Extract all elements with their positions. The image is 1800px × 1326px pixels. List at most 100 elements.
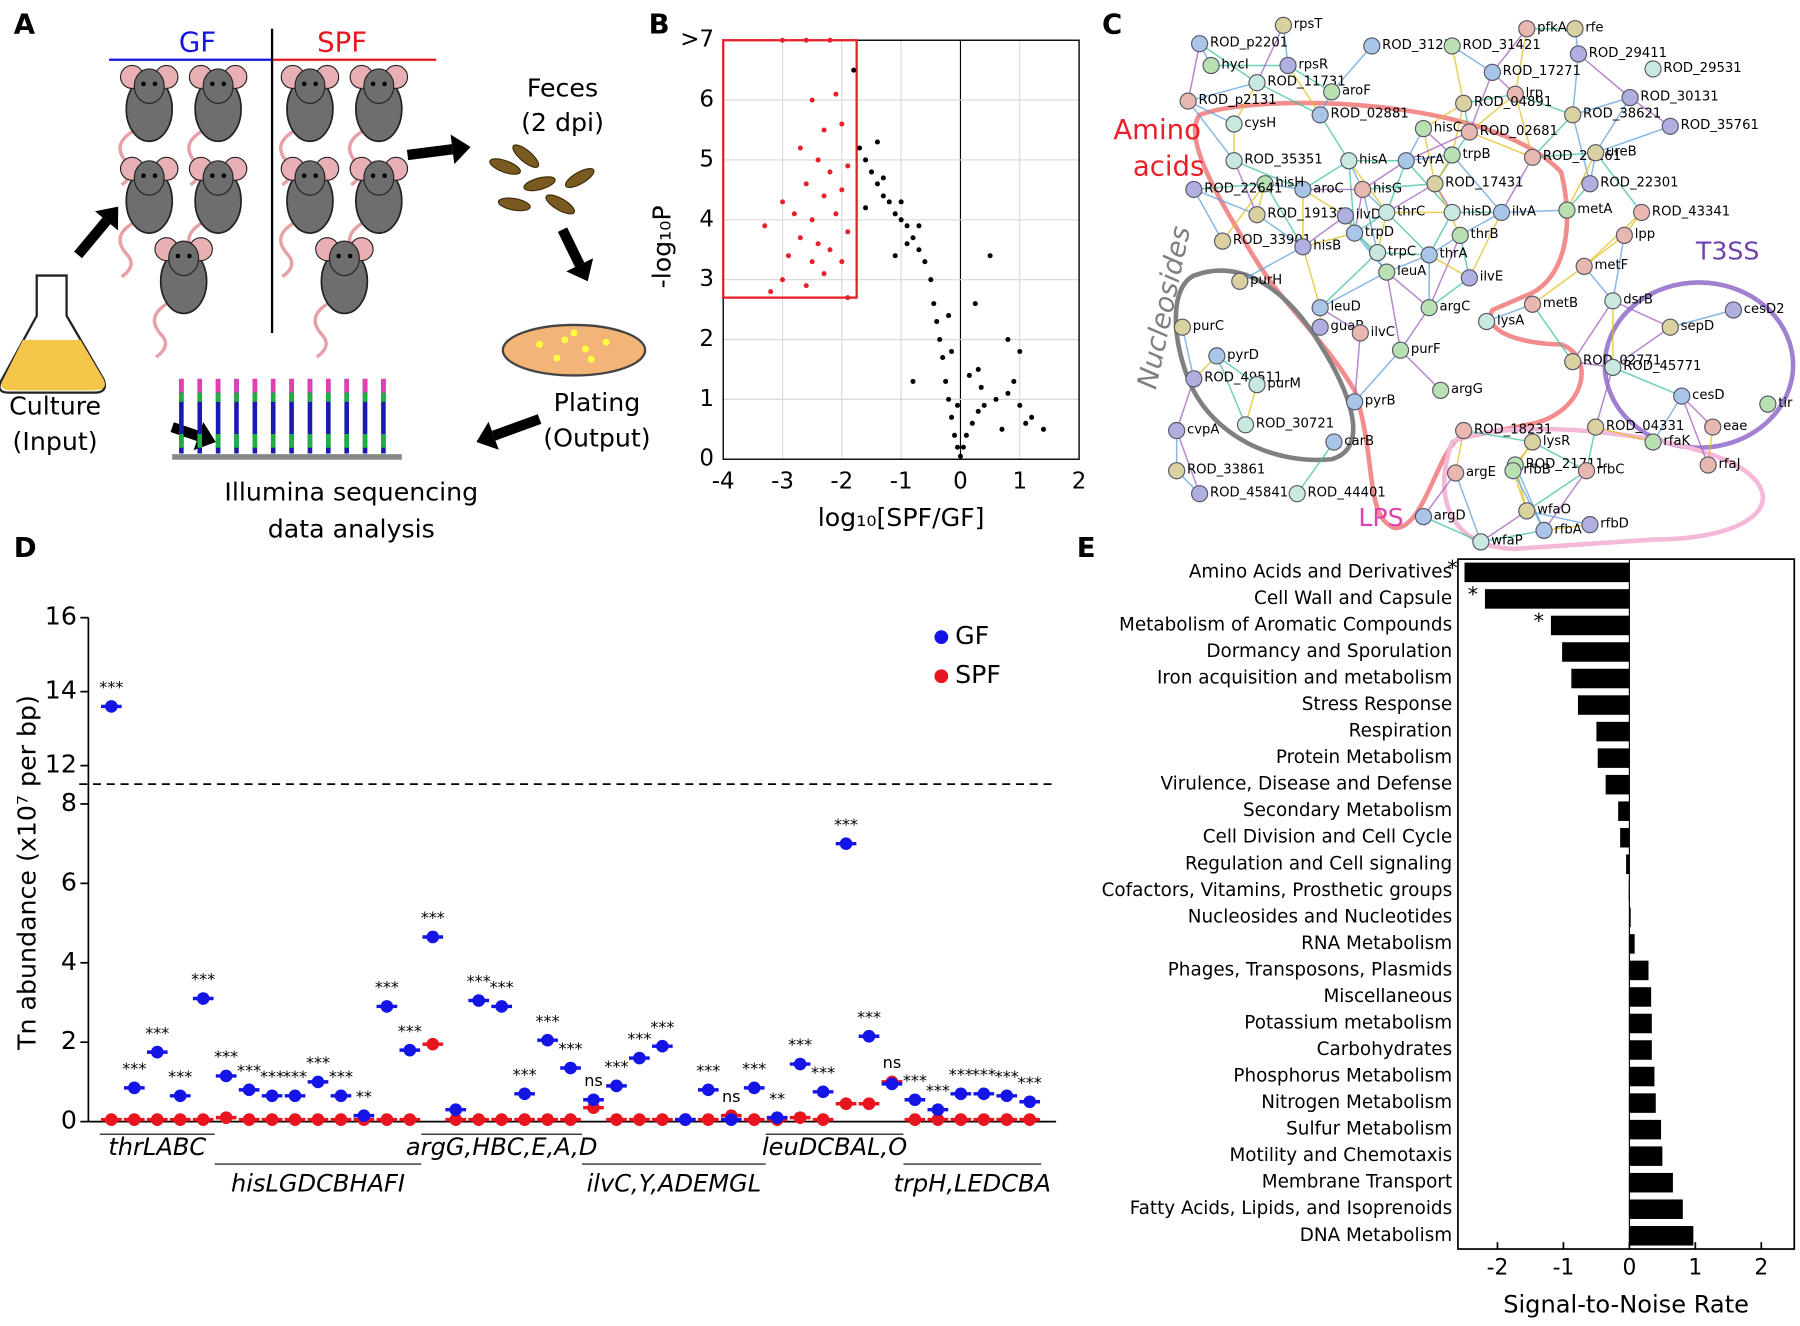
significance-label: *** bbox=[536, 1011, 560, 1030]
y-axis-label: Tn abundance (x10⁷ per bp) bbox=[13, 695, 42, 1051]
significance-label: *** bbox=[742, 1059, 766, 1078]
point bbox=[993, 396, 999, 402]
bar bbox=[1620, 827, 1630, 848]
point bbox=[931, 301, 937, 307]
point bbox=[845, 295, 851, 301]
mouse-eye bbox=[175, 253, 181, 259]
bar bbox=[1629, 1172, 1673, 1193]
network-node bbox=[1523, 295, 1542, 313]
x-tick-label: -1 bbox=[890, 469, 913, 495]
node-label: ROD_33861 bbox=[1187, 463, 1265, 478]
significance-label: ** bbox=[356, 1087, 372, 1106]
bar bbox=[1597, 748, 1630, 768]
significance-label: *** bbox=[834, 815, 858, 834]
network-edge bbox=[1501, 209, 1567, 214]
node-label: ROD_30721 bbox=[1256, 417, 1334, 432]
node-label: ilvC bbox=[1371, 325, 1395, 340]
significance-label: *** bbox=[627, 1029, 651, 1048]
point bbox=[863, 205, 869, 211]
mouse-tail bbox=[279, 220, 298, 279]
point bbox=[949, 414, 955, 420]
y-tick-label: >7 bbox=[680, 27, 714, 53]
node-label: sepD bbox=[1681, 319, 1715, 334]
mouse-tail bbox=[313, 300, 332, 359]
bar bbox=[1629, 1040, 1652, 1060]
network-edge bbox=[1480, 529, 1545, 543]
point bbox=[797, 235, 803, 241]
node-label: pyrD bbox=[1227, 348, 1259, 363]
network-node bbox=[1644, 433, 1662, 451]
significance-label: * bbox=[1447, 556, 1457, 580]
network-node bbox=[1391, 341, 1410, 359]
network-node bbox=[1345, 224, 1364, 242]
network-node bbox=[1632, 203, 1651, 222]
node-label: rfe bbox=[1585, 21, 1603, 36]
network-edge bbox=[1193, 189, 1224, 242]
node-label: tir bbox=[1778, 396, 1793, 411]
sequencing-label: Illumina sequencing bbox=[224, 478, 478, 507]
category-label: Carbohydrates bbox=[1317, 1039, 1453, 1060]
network-edge bbox=[1526, 470, 1587, 512]
network-edge bbox=[1577, 53, 1631, 99]
network-edge bbox=[1296, 441, 1335, 495]
point bbox=[946, 313, 952, 319]
category-label: Motility and Chemotaxis bbox=[1229, 1145, 1452, 1166]
network-node bbox=[1443, 37, 1461, 55]
operon-label: argG,HBC,E,A,D bbox=[406, 1133, 597, 1161]
category-label: Amino Acids and Derivatives bbox=[1189, 561, 1452, 582]
network-edge bbox=[1319, 114, 1350, 162]
mouse-head bbox=[133, 68, 165, 104]
significance-label: ns bbox=[722, 1087, 741, 1106]
x-axis-label: Signal-to-Noise Rate bbox=[1503, 1290, 1749, 1318]
point bbox=[1017, 402, 1023, 408]
network-node bbox=[1168, 421, 1186, 440]
mouse-tail bbox=[118, 220, 137, 279]
point bbox=[833, 211, 839, 217]
point bbox=[803, 283, 809, 289]
network-node bbox=[1173, 318, 1192, 336]
significance-label: *** bbox=[237, 1061, 261, 1080]
network-node bbox=[1208, 347, 1226, 365]
network-node bbox=[1558, 201, 1576, 219]
significance-label: *** bbox=[903, 1071, 927, 1090]
plating-label: Plating bbox=[554, 388, 641, 417]
network-edge bbox=[1566, 152, 1597, 211]
node-label: metA bbox=[1577, 202, 1612, 217]
x-tick-label: -1 bbox=[1553, 1256, 1575, 1281]
network-node bbox=[1704, 418, 1722, 436]
network-edge bbox=[1468, 93, 1516, 133]
node-label: lpp bbox=[1635, 227, 1655, 242]
mouse-eye bbox=[347, 253, 353, 259]
node-label: lysA bbox=[1497, 313, 1524, 328]
panel-label: C bbox=[1102, 8, 1122, 40]
network-edge bbox=[1256, 82, 1321, 116]
node-label: rfaJ bbox=[1718, 457, 1740, 472]
arrow-head bbox=[566, 258, 594, 282]
network-node bbox=[1354, 180, 1372, 199]
significance-label: *** bbox=[306, 1053, 330, 1072]
node-label: ROD_22301 bbox=[1600, 176, 1678, 191]
node-label: ROD_29411 bbox=[1589, 46, 1667, 61]
colony bbox=[570, 329, 578, 337]
mouse-eye bbox=[313, 81, 318, 87]
network-node bbox=[1535, 521, 1553, 540]
significance-label: *** bbox=[857, 1007, 881, 1026]
network-edge bbox=[1515, 93, 1573, 116]
group-label: T3SS bbox=[1695, 237, 1760, 266]
node-label: argD bbox=[1434, 508, 1466, 523]
network-node bbox=[1569, 45, 1588, 63]
node-label: cesD2 bbox=[1744, 302, 1785, 317]
bar bbox=[1629, 1093, 1656, 1113]
network-edge bbox=[1221, 183, 1266, 242]
node-label: ROD_43341 bbox=[1652, 204, 1730, 219]
point bbox=[857, 145, 863, 151]
network-node bbox=[1661, 318, 1679, 336]
significance-label: ** bbox=[769, 1089, 785, 1108]
arrow-head bbox=[95, 206, 119, 231]
network-node bbox=[1420, 246, 1438, 264]
category-label: Regulation and Cell signaling bbox=[1185, 853, 1452, 874]
node-label: hisB bbox=[1313, 239, 1341, 254]
category-label: Miscellaneous bbox=[1323, 986, 1452, 1007]
network-edge bbox=[1463, 429, 1533, 443]
node-label: ROD_17271 bbox=[1503, 64, 1581, 79]
